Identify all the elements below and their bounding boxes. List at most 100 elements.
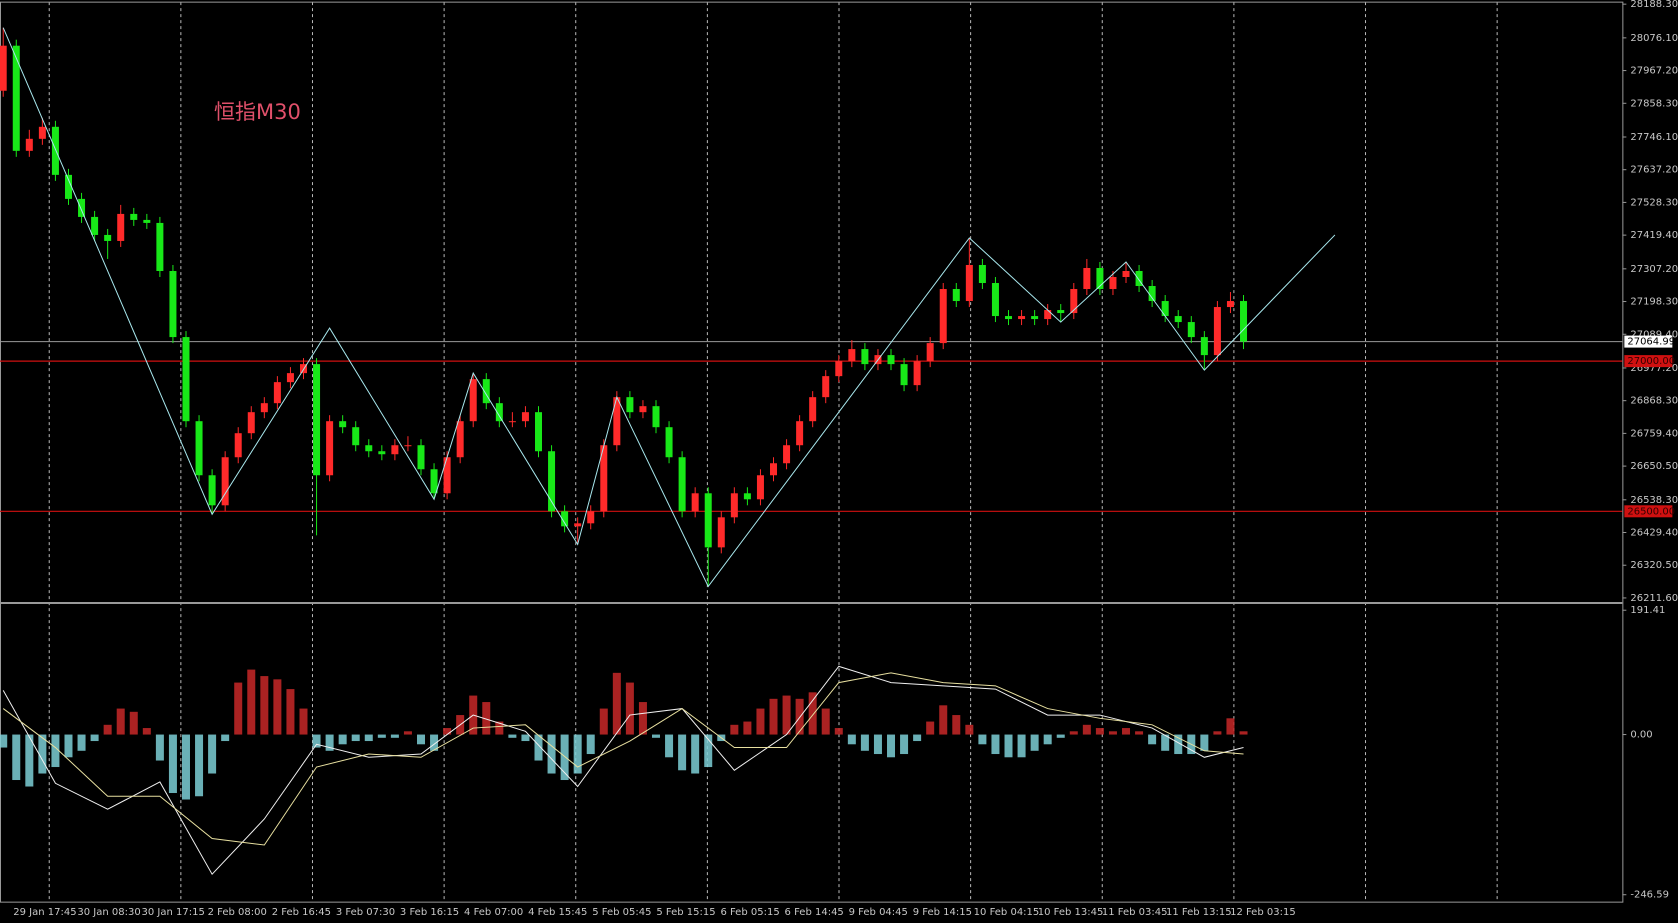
candle-body: [25, 138, 33, 151]
histogram-bar: [1122, 728, 1131, 735]
x-tick-label: 12 Feb 03:15: [1230, 907, 1296, 918]
histogram-bar: [612, 672, 621, 735]
x-tick-label: 3 Feb 16:15: [400, 907, 459, 918]
histogram-bar: [482, 702, 491, 735]
y-tick-label: 27089.40: [1630, 329, 1678, 340]
histogram-bar: [390, 734, 399, 738]
candle-body: [78, 198, 86, 217]
candle-body: [0, 45, 7, 91]
histogram-bar: [730, 724, 739, 735]
histogram-bar: [887, 734, 896, 758]
candle-body: [443, 457, 451, 494]
candle-body: [978, 264, 986, 284]
macd-line: [2, 665, 1244, 876]
candle-body: [1109, 277, 1117, 290]
candle-body: [770, 463, 778, 476]
x-tick-label: 11 Feb 03:45: [1102, 907, 1168, 918]
candle-body: [365, 445, 373, 452]
candle-body: [600, 445, 608, 512]
histogram-bar: [273, 679, 282, 735]
candle-body: [117, 213, 125, 241]
candle-body: [1226, 301, 1234, 308]
candle-body: [1005, 316, 1013, 320]
histogram-bar: [625, 682, 634, 735]
histogram-bar: [756, 708, 765, 735]
candle-body: [1018, 316, 1026, 320]
candle-body: [1057, 310, 1065, 314]
histogram-bar: [38, 734, 47, 774]
candle-body: [652, 406, 660, 428]
histogram-bar: [1030, 734, 1039, 751]
candle-body: [1148, 286, 1156, 302]
y-tick-label: 27746.10: [1630, 132, 1678, 143]
histogram-bar: [208, 734, 217, 774]
candle-body: [482, 379, 490, 404]
candle-body: [991, 283, 999, 317]
candle-body: [848, 349, 856, 362]
histogram-bar: [900, 734, 909, 755]
candle-body: [704, 493, 712, 548]
x-tick-label: 10 Feb 04:15: [974, 907, 1040, 918]
histogram-bar: [1174, 734, 1183, 755]
candle-body: [887, 355, 895, 365]
candle-body: [1161, 301, 1169, 317]
y-tick-label: 26650.50: [1630, 461, 1678, 472]
y-tick-label: -246.59: [1630, 890, 1669, 901]
current-price-box: [1624, 335, 1673, 348]
candle-body: [1135, 270, 1143, 287]
candle-body: [861, 349, 869, 365]
histogram-bar: [103, 724, 112, 735]
histogram-bar: [351, 734, 360, 742]
y-tick-label: 26538.30: [1630, 495, 1678, 506]
candle-body: [339, 421, 347, 428]
histogram-bar: [586, 734, 595, 755]
y-tick-label: 26759.40: [1630, 428, 1678, 439]
candle-body: [1096, 267, 1104, 290]
histogram-bar: [312, 734, 321, 748]
candle-body: [613, 397, 621, 446]
candle-body: [456, 421, 464, 458]
macd-line: [2, 672, 1244, 846]
candle-body: [756, 475, 764, 500]
chart-title: 恒指M30: [214, 100, 301, 124]
histogram-bar: [808, 692, 817, 735]
x-tick-label: 30 Jan 08:30: [77, 907, 140, 918]
histogram-bar: [1135, 731, 1144, 735]
y-tick-label: 0.00: [1630, 730, 1652, 741]
histogram-bar: [638, 702, 647, 735]
y-tick-label: 26868.30: [1630, 396, 1678, 407]
histogram-bar: [782, 695, 791, 735]
candle-body: [130, 213, 138, 220]
zigzag-line: [2, 27, 1336, 588]
candle-body: [1213, 307, 1221, 356]
candle-body: [64, 174, 72, 199]
candle-body: [835, 361, 843, 377]
histogram-bar: [743, 721, 752, 735]
candle-body: [404, 445, 412, 447]
histogram-bar: [1200, 734, 1209, 751]
candle-body: [495, 403, 503, 422]
candle-body: [743, 493, 751, 500]
candle-body: [678, 457, 686, 512]
candle-body: [1083, 267, 1091, 290]
y-tick-label: 26320.50: [1630, 560, 1678, 571]
histogram-bar: [168, 734, 177, 794]
histogram-bar: [1108, 731, 1117, 735]
histogram-bar: [1043, 734, 1052, 745]
histogram-bar: [142, 728, 151, 735]
histogram-bar: [1148, 734, 1157, 745]
candle-body: [1070, 289, 1078, 314]
candle-body: [12, 45, 20, 151]
x-tick-label: 5 Feb 15:15: [656, 907, 715, 918]
candle-body: [521, 412, 529, 422]
histogram-bar: [599, 708, 608, 735]
histogram-bar: [64, 734, 73, 758]
y-tick-label: 27198.30: [1630, 297, 1678, 308]
y-tick-label: 27307.20: [1630, 264, 1678, 275]
level-label-box: [1624, 505, 1673, 518]
candle-body: [1200, 337, 1208, 356]
histogram-bar: [521, 734, 530, 742]
histogram-bar: [1239, 731, 1248, 735]
candle-body: [939, 289, 947, 344]
histogram-bar: [769, 698, 778, 735]
